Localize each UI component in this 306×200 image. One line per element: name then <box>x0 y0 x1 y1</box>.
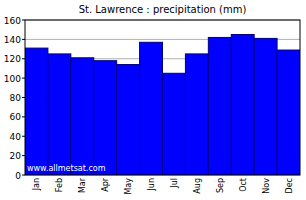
y-tick-label: 100 <box>4 74 21 84</box>
x-tick-label: Jul <box>170 178 179 189</box>
y-tick-label: 160 <box>4 16 21 26</box>
bar <box>231 35 254 175</box>
x-tick-label: May <box>124 178 133 195</box>
bar <box>25 48 48 175</box>
y-tick-label: 20 <box>10 151 22 161</box>
x-tick-label: Aug <box>193 178 202 194</box>
x-tick-label: Dec <box>285 178 294 193</box>
x-tick-label: Nov <box>262 178 271 194</box>
x-tick-label: Jun <box>147 178 156 192</box>
plot-frame <box>25 20 300 175</box>
bar <box>48 54 71 175</box>
y-tick-label: 40 <box>10 132 22 142</box>
bar <box>140 42 163 175</box>
x-tick-label: Feb <box>55 178 64 192</box>
bar <box>163 73 186 175</box>
annotation: www.allmetsat.com <box>27 164 106 173</box>
title: St. Lawrence : precipitation (mm) <box>79 4 247 15</box>
bar <box>254 38 277 175</box>
chart-svg: St. Lawrence : precipitation (mm) 0 20 40 60… <box>0 0 306 200</box>
bars <box>25 35 300 175</box>
y-tick-label: 0 <box>15 171 21 181</box>
y-tick-label: 60 <box>10 112 22 122</box>
x-tick-label: Mar <box>78 177 87 193</box>
bar <box>94 61 117 175</box>
x-tick-label: Jan <box>32 178 41 191</box>
background <box>0 0 306 200</box>
bar <box>208 37 231 175</box>
y-tick-label: 80 <box>10 93 22 103</box>
bar <box>277 50 300 175</box>
x-tick-label: Sep <box>216 178 225 193</box>
bar <box>71 58 94 175</box>
bar <box>117 65 140 175</box>
y-tick-label: 120 <box>4 54 21 64</box>
chart-container: St. Lawrence : precipitation (mm) 0 20 40 60… <box>0 0 306 200</box>
x-tick-label: Oct <box>239 178 248 192</box>
y-tick-label: 140 <box>4 35 21 45</box>
x-tick-label: Apr <box>101 177 110 192</box>
bar <box>185 54 208 175</box>
